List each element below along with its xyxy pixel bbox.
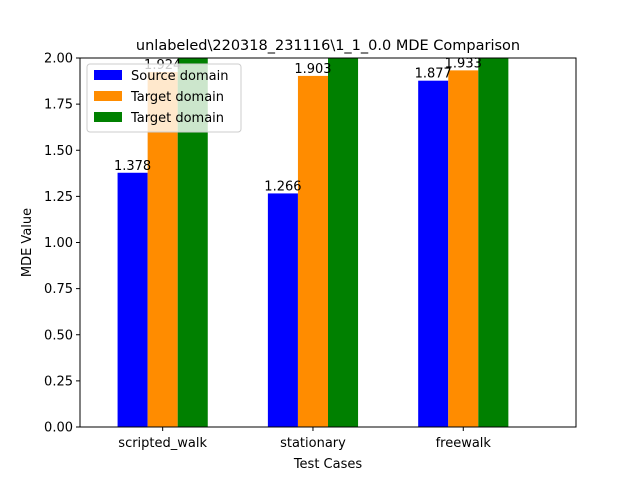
y-tick-label: 1.50 (44, 144, 73, 159)
bar-value-label: 1.378 (114, 159, 151, 174)
x-tick-label: stationary (280, 436, 346, 451)
legend-entry-label: Target domain (130, 111, 224, 126)
bar-source-freewalk (418, 80, 449, 428)
bar-source-stationary (267, 193, 298, 427)
x-axis: scripted_walk stationary freewalk (118, 427, 491, 451)
y-tick-label: 2.00 (44, 52, 73, 67)
legend-swatch (94, 112, 122, 122)
y-tick-label: 0.25 (44, 374, 73, 389)
bar-target-2-stationary (328, 58, 359, 427)
y-axis-label: MDE Value (20, 208, 35, 277)
legend-entry-label: Target domain (130, 90, 224, 105)
chart-title: unlabeled\220318_231116\1_1_0.0 MDE Comp… (136, 38, 520, 54)
bar-value-label: 1.903 (294, 62, 331, 77)
y-tick-label: 0.50 (44, 328, 73, 343)
legend-entry-label: Source domain (131, 69, 228, 84)
bar-target-1-stationary (297, 75, 328, 428)
bar-value-label: 1.877 (415, 67, 452, 82)
x-tick-label: scripted_walk (118, 436, 207, 451)
x-axis-label: Test Cases (293, 457, 363, 472)
y-axis: 0.00 0.25 0.50 0.75 1.00 1.25 1.50 1.75 2.00 (44, 52, 80, 436)
bar-value-label: 1.933 (445, 56, 482, 71)
bar-source-scripted_walk (117, 172, 148, 427)
y-tick-label: 1.00 (44, 236, 73, 251)
legend-swatch (94, 91, 122, 101)
legend-swatch (94, 70, 122, 80)
y-tick-label: 0.75 (44, 282, 73, 297)
x-tick-label: freewalk (436, 436, 492, 451)
y-tick-label: 1.25 (44, 190, 73, 205)
bar-value-label: 1.266 (264, 179, 301, 194)
y-tick-label: 0.00 (44, 421, 73, 436)
legend: Source domain Target domain Target domain (86, 63, 242, 133)
y-tick-label: 1.75 (44, 98, 73, 113)
bar-target-1-freewalk (448, 70, 479, 427)
legend-box (86, 63, 242, 133)
bar-target-2-freewalk (478, 58, 509, 427)
